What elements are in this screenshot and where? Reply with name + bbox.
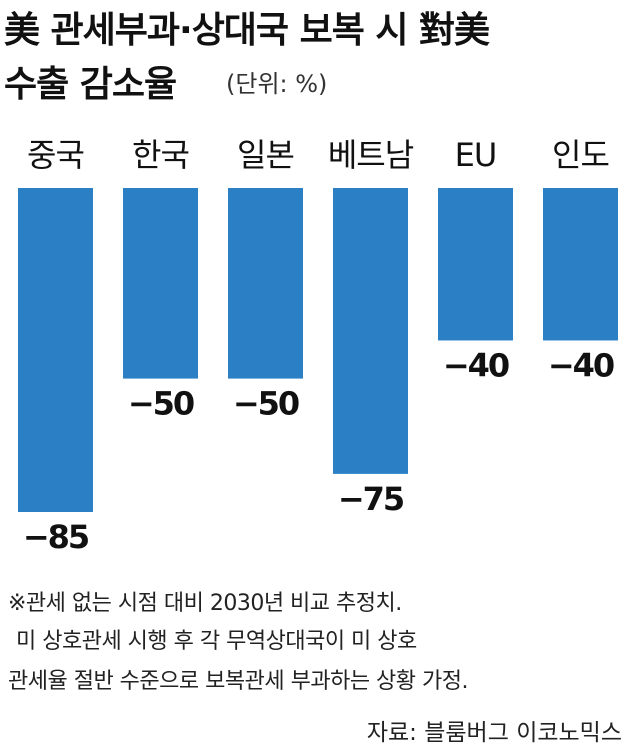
category-label: 중국 [27,136,84,174]
category-label: 일본 [237,136,294,174]
note: ※관세 없는 시점 대비 2030년 비교 추정치. [8,591,402,616]
category-label: EU [455,136,497,174]
bar [438,188,513,341]
unit-label: (단위: %) [226,70,327,98]
category-label: 베트남 [328,136,414,174]
value-label: −40 [443,346,509,384]
bar [123,188,198,379]
bar [333,188,408,474]
bar [543,188,618,341]
note: 관세율 절반 수준으로 보복관세 부과하는 상황 가정. [8,669,468,694]
value-label: −85 [23,518,89,556]
category-label: 한국 [132,136,189,174]
value-label: −75 [338,480,404,518]
source: 자료: 블룸버그 이코노믹스 [367,720,622,746]
chart-title: 美 관세부과·상대국 보복 시 對美 [4,10,490,51]
note: 미 상호관세 시행 후 각 무역상대국이 미 상호 [16,629,417,654]
chart-title: 수출 감소율 [4,64,176,105]
bar [18,188,93,512]
value-label: −40 [548,346,614,384]
value-label: −50 [128,385,194,423]
value-label: −50 [233,385,299,423]
category-label: 인도 [552,136,609,174]
bar [228,188,303,379]
